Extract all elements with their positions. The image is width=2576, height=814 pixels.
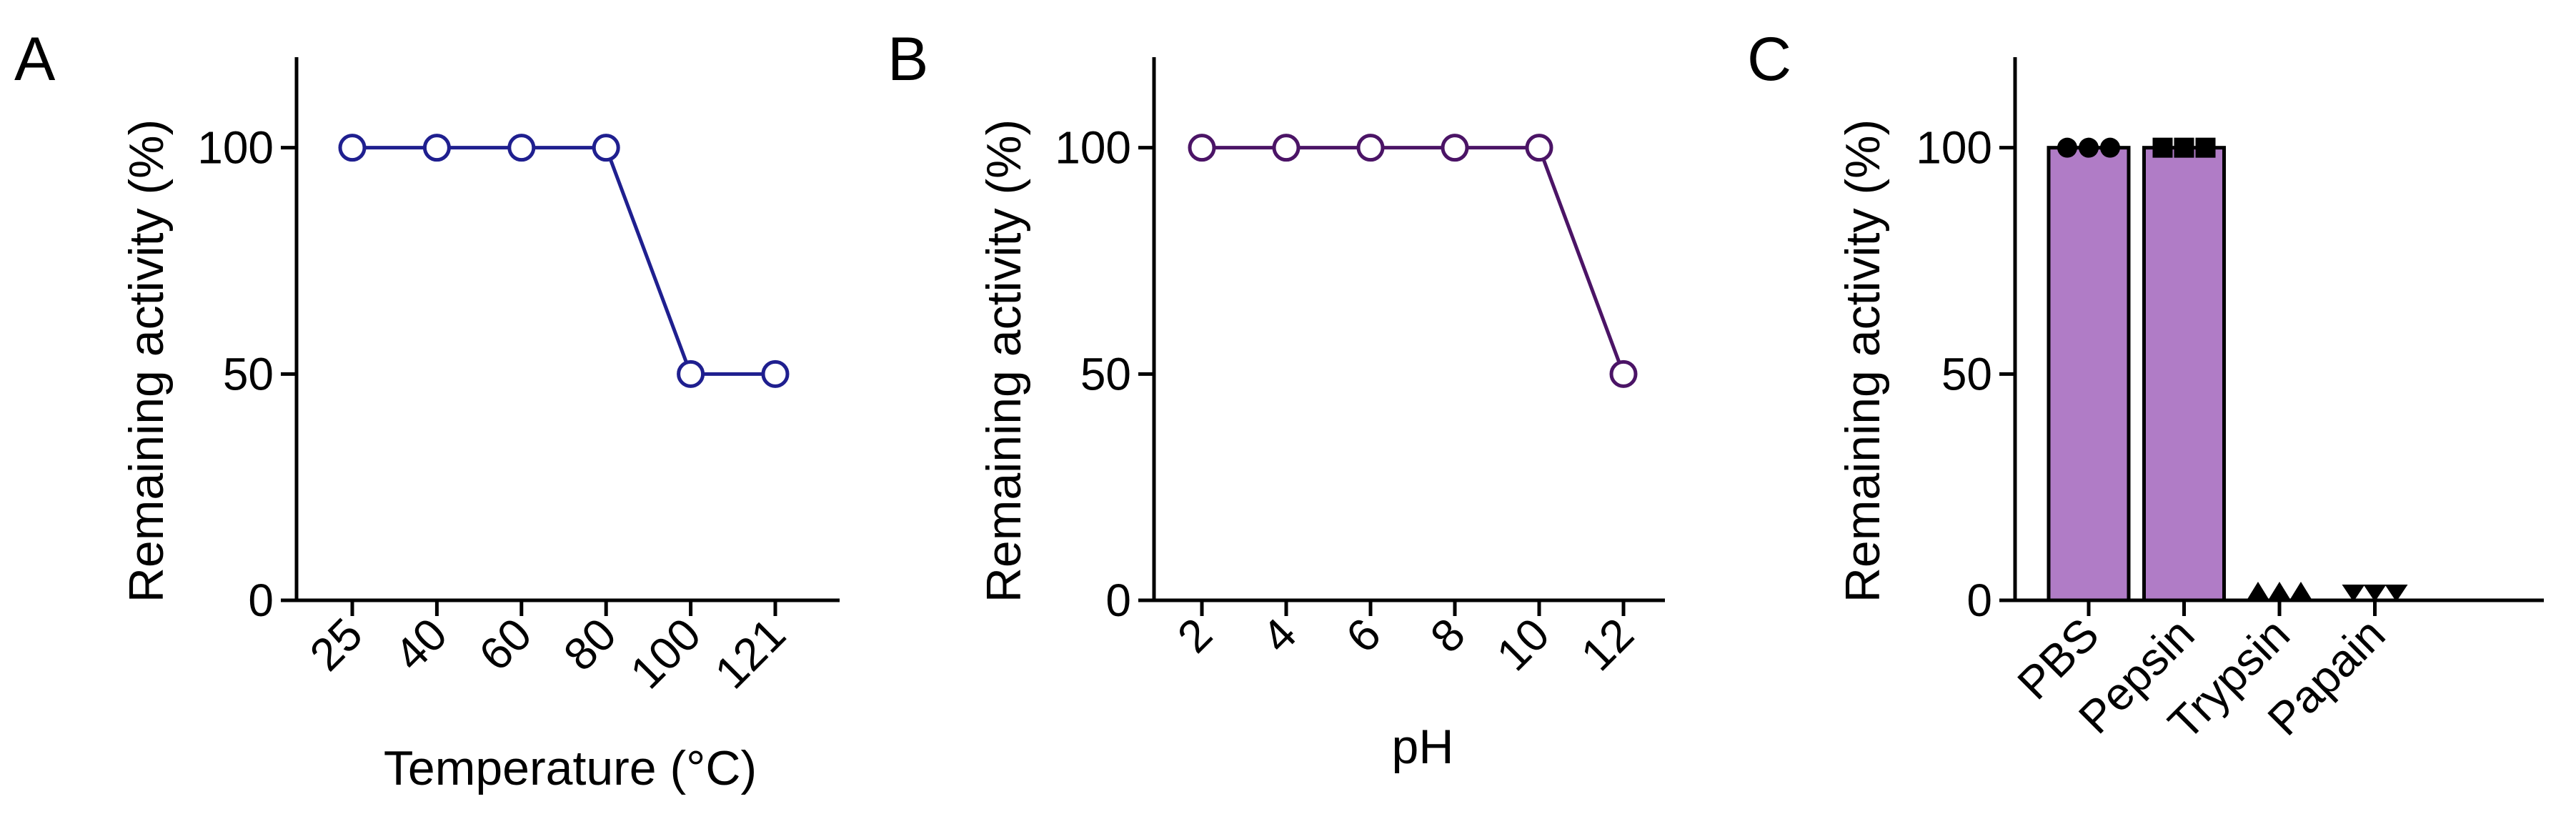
bar (2047, 146, 2131, 602)
y-axis-title-b: Remaining activity (%) (977, 119, 1031, 602)
data-point (1525, 134, 1553, 162)
data-point (1609, 359, 1638, 388)
y-tick-label: 100 (1916, 122, 1992, 174)
data-point (761, 359, 790, 388)
data-point (1356, 134, 1385, 162)
replicate-point (2100, 137, 2120, 158)
replicate-point (2057, 137, 2077, 158)
data-point (338, 134, 367, 162)
replicate-point (2289, 582, 2312, 600)
y-axis-title-c: Remaining activity (%) (1836, 119, 1890, 602)
y-tick-label: 100 (1055, 122, 1131, 174)
series-line (352, 146, 775, 376)
bar (2142, 146, 2226, 602)
data-point (422, 134, 451, 162)
data-point (1441, 134, 1469, 162)
y-tick-label: 50 (1080, 348, 1131, 399)
data-point (1188, 134, 1216, 162)
replicate-point (2268, 582, 2291, 600)
replicate-point (2174, 137, 2194, 158)
replicate-point (2363, 585, 2387, 602)
y-tick-label: 0 (1105, 575, 1131, 626)
y-tick-label: 100 (197, 122, 274, 174)
data-point (677, 359, 705, 388)
replicate-point (2342, 585, 2365, 602)
y-axis-title-a: Remaining activity (%) (119, 119, 174, 602)
replicate-point (2152, 137, 2173, 158)
data-point (507, 134, 536, 162)
panel-letter-a: A (14, 25, 56, 94)
y-tick-label: 50 (223, 348, 274, 399)
y-tick-label: 0 (1966, 575, 1992, 626)
x-axis-title-b: pH (1392, 720, 1454, 774)
replicate-point (2384, 585, 2408, 602)
data-point (1272, 134, 1301, 162)
y-tick-label: 50 (1941, 348, 1992, 399)
x-axis-title-a: Temperature (°C) (384, 741, 757, 795)
panel-letter-b: B (887, 25, 928, 94)
data-point (592, 134, 620, 162)
series-line (1202, 146, 1626, 375)
replicate-point (2195, 137, 2216, 158)
replicate-point (2079, 137, 2099, 158)
y-tick-label: 0 (248, 575, 274, 626)
panel-letter-c: C (1747, 25, 1791, 94)
replicate-point (2247, 582, 2269, 600)
